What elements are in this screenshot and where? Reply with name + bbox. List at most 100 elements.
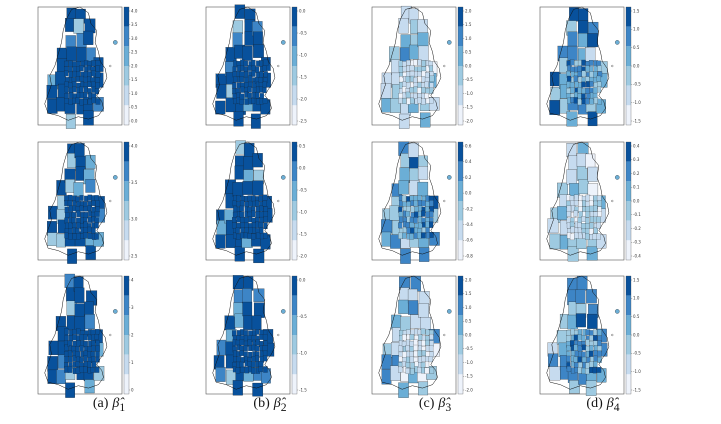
legend-tick-label: -0.5 (299, 187, 307, 192)
region-cell (593, 335, 598, 341)
region-cell (575, 289, 586, 304)
region-cell (421, 232, 426, 239)
region-cell (74, 287, 85, 304)
region-cell (589, 361, 594, 368)
map-panel-a1: 4.0 3.5 3.0 2.5 2.0 1.5 1.0 0.5 0.0 (37, 6, 138, 129)
region-cell (419, 247, 430, 262)
region-cell (243, 345, 248, 352)
region-cell (597, 206, 602, 213)
legend-tick-label: 0.2 (633, 171, 640, 176)
region-cell (87, 361, 92, 368)
region-cell (263, 71, 268, 78)
legend-tick-label: 0.0 (299, 8, 306, 13)
region-cell (83, 366, 88, 373)
region-cell (71, 212, 77, 218)
region-cell (409, 65, 415, 71)
legend-swatch (626, 240, 631, 260)
region-cell (424, 361, 430, 368)
legend-tick-label: 0.6 (465, 143, 472, 148)
caption-d: (d) β̂4 (523, 396, 683, 414)
legend-swatch (458, 26, 463, 47)
region-cell (585, 329, 591, 336)
region-cell (236, 361, 241, 368)
region-cell (259, 227, 264, 234)
region-cell (578, 200, 583, 208)
island-region (615, 175, 620, 180)
legend-tick-label: -1.0 (633, 369, 641, 374)
legend-swatch (124, 66, 129, 86)
region-cell (262, 345, 268, 352)
region-cell (418, 334, 423, 341)
region-cell (239, 98, 244, 105)
region-cell (263, 340, 268, 346)
region-cell (232, 339, 237, 346)
region-cell (417, 195, 422, 201)
region-cell (242, 288, 252, 304)
region-cell (585, 206, 590, 213)
region-cell (75, 97, 80, 104)
legend-tick-label: -1.5 (465, 374, 473, 379)
region-cell (399, 76, 404, 83)
region-cell (232, 275, 244, 290)
region-cell (549, 366, 561, 381)
region-cell (239, 200, 245, 207)
legend-tick-label: 1.5 (131, 77, 138, 82)
region-cell (95, 356, 100, 363)
region-cell (84, 18, 96, 34)
legend-border (291, 275, 298, 395)
caption-c: (c) β̂3 (355, 396, 515, 414)
island-region (113, 309, 118, 314)
legend-d1: 1.5 1.0 0.5 0.0 -0.5 -1.0 -1.5 (625, 6, 641, 126)
region-cell (87, 232, 93, 239)
island-region (113, 40, 118, 45)
legend-tick-label: -2.0 (299, 96, 307, 101)
region-cell (418, 381, 429, 396)
island-region (447, 309, 452, 314)
legend-swatch (626, 85, 631, 106)
region-cell (567, 75, 572, 82)
region-cell (578, 179, 589, 195)
region-cell (263, 366, 268, 373)
legend-swatch (458, 7, 463, 27)
region-cell (406, 59, 411, 66)
region-cell (236, 195, 241, 202)
legend-tick-label: 0.3 (633, 157, 640, 162)
legend-d3: 1.5 1.0 0.5 0.0 -0.5 -1.0 -1.5 (625, 275, 641, 395)
region-cell (64, 212, 70, 219)
region-cell (72, 334, 77, 341)
region-cell (72, 233, 78, 240)
region-cell (76, 328, 81, 335)
legend-swatch (458, 335, 463, 355)
region-cell (240, 86, 245, 93)
region-cell (235, 227, 240, 234)
legend-tick-label: 1.5 (465, 22, 472, 27)
region-cell (587, 166, 598, 182)
region-cell (55, 71, 66, 86)
legend-tick-label: 0.0 (465, 191, 472, 196)
region-cell (398, 382, 409, 398)
region-cell (577, 59, 582, 66)
region-cell (429, 367, 435, 374)
region-cell (83, 98, 88, 105)
region-cell (64, 98, 69, 104)
region-cell (577, 33, 589, 48)
region-cell (215, 367, 226, 382)
legend-tick-label: -0.5 (633, 351, 641, 356)
legend-tick-label: 2.5 (131, 50, 138, 55)
legend-swatch (124, 105, 129, 125)
region-cell (398, 366, 403, 373)
region-cell (73, 18, 84, 34)
legend-tick-label: -0.3 (633, 240, 641, 245)
region-cell (596, 368, 607, 383)
region-cell (47, 98, 58, 114)
region-cell (95, 200, 100, 207)
region-cell (398, 180, 409, 195)
region-cell (424, 93, 429, 99)
region-cell (64, 60, 69, 67)
region-cell (232, 217, 237, 223)
region-cell (94, 334, 99, 340)
legend-border (291, 141, 298, 261)
region-cell (84, 379, 95, 394)
region-cell (593, 195, 598, 202)
region-cell (597, 200, 602, 207)
